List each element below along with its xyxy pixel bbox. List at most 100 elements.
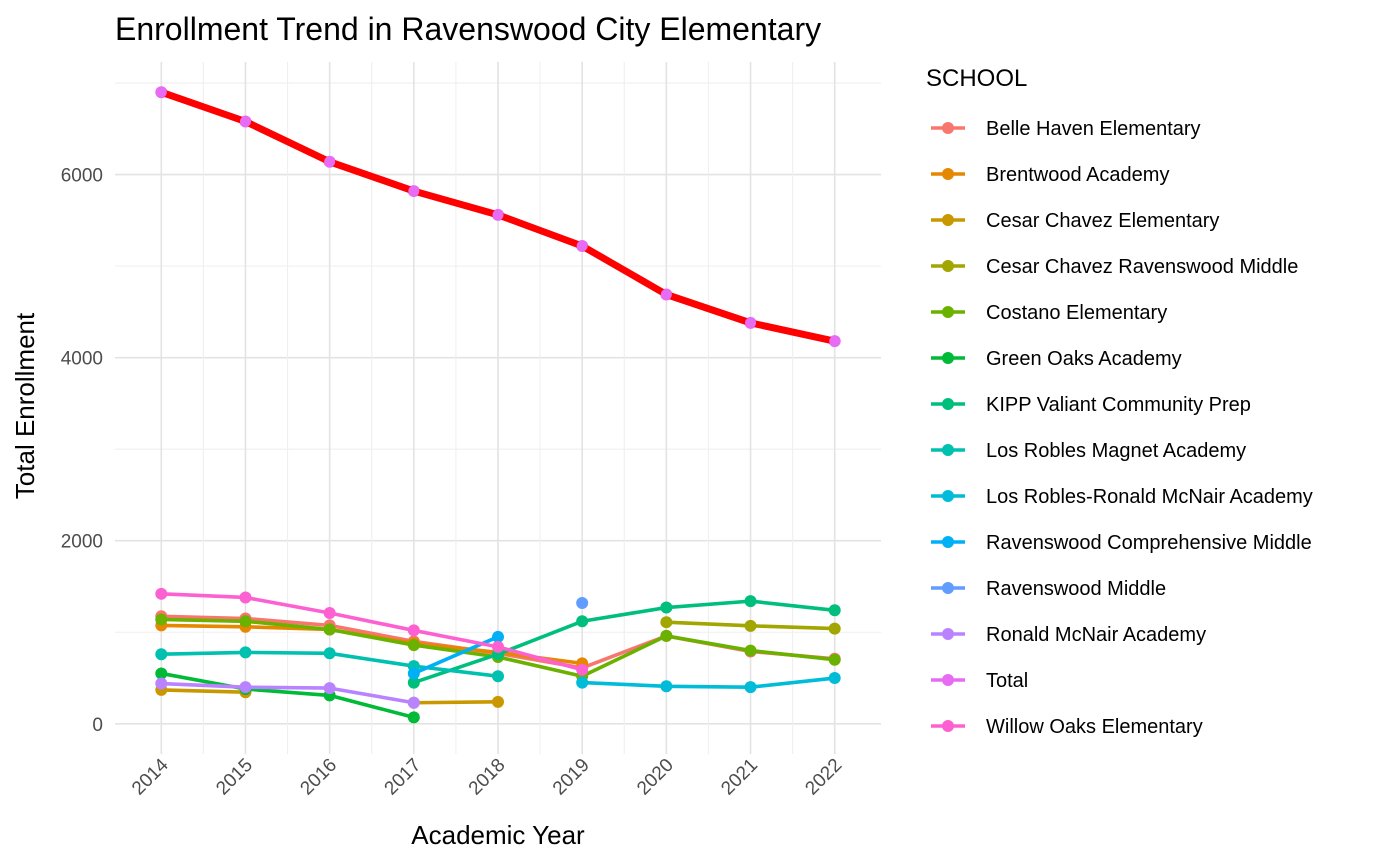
point-costano-elementary-2020	[660, 629, 673, 642]
y-tick-label-0: 0	[92, 715, 103, 736]
point-ronald-mcnair-academy-2014	[155, 677, 168, 690]
line-willow-oaks-elementary	[159, 592, 584, 672]
line-cesar-chavez-elementary	[159, 688, 248, 695]
y-axis-ticks: 0 2000 4000 6000	[61, 166, 103, 736]
legend-label-cesar-chavez-elementary: Cesar Chavez Elementary	[986, 210, 1219, 232]
x-tick-label-2022: 2022	[801, 755, 846, 800]
point-cesar-chavez-ravenswood-middle-2021	[744, 619, 757, 632]
point-kipp-valiant-community-prep-2022	[828, 604, 841, 617]
legend-key-point	[942, 260, 954, 272]
legend-item-total: Total	[931, 670, 1028, 692]
point-cesar-chavez-elementary-2018	[492, 695, 504, 708]
x-tick-label-2021: 2021	[717, 755, 762, 800]
total-highlight-point-2018	[492, 209, 504, 221]
point-costano-elementary-2014	[155, 613, 168, 626]
point-cesar-chavez-ravenswood-middle-2020	[660, 616, 673, 629]
series-willow-oaks-elementary	[155, 587, 589, 676]
line-green-oaks-academy	[159, 671, 416, 720]
point-ronald-mcnair-academy-2016	[323, 682, 336, 695]
point-ravenswood-comprehensive-middle-2018	[492, 630, 504, 643]
y-tick-label-2000: 2000	[61, 532, 103, 553]
legend-key-point	[942, 306, 954, 318]
line-ronald-mcnair-academy	[159, 681, 416, 705]
legend-label-ravenswood-middle: Ravenswood Middle	[986, 578, 1166, 600]
point-green-oaks-academy-2014	[155, 667, 168, 680]
point-willow-oaks-elementary-2015	[239, 591, 252, 604]
total-highlight-point-2015	[239, 115, 251, 127]
legend-label-ronald-mcnair-academy: Ronald McNair Academy	[986, 624, 1206, 646]
y-tick-label-6000: 6000	[61, 166, 103, 187]
x-axis-ticks: 2014 2015 2016 2017 2018 2019 2020 2021 2022	[128, 754, 846, 799]
legend-key-point	[942, 122, 954, 134]
point-los-robles-ronald-mcnair-academy-2020	[660, 680, 673, 693]
point-costano-elementary-2022	[828, 653, 841, 666]
line-los-robles-ronald-mcnair-academy	[580, 676, 837, 689]
legend-label-cesar-chavez-ravenswood-middle: Cesar Chavez Ravenswood Middle	[986, 256, 1298, 278]
legend-key-point	[942, 536, 954, 548]
point-los-robles-magnet-academy-2018	[492, 670, 504, 683]
point-cesar-chavez-ravenswood-middle-2022	[828, 622, 841, 635]
point-costano-elementary-2017	[407, 639, 420, 652]
point-kipp-valiant-community-prep-2021	[744, 595, 757, 608]
chart-title: Enrollment Trend in Ravenswood City Elem…	[115, 11, 821, 47]
y-tick-label-4000: 4000	[61, 349, 103, 370]
point-willow-oaks-elementary-2017	[407, 624, 420, 637]
series-los-robles-ronald-mcnair-academy	[576, 672, 841, 694]
legend-item-ravenswood-middle: Ravenswood Middle	[931, 578, 1166, 600]
legend-label-willow-oaks-elementary: Willow Oaks Elementary	[986, 716, 1203, 738]
x-tick-label-2015: 2015	[212, 755, 257, 800]
legend-label-kipp-valiant-community-prep: KIPP Valiant Community Prep	[986, 394, 1251, 416]
point-kipp-valiant-community-prep-2017	[407, 676, 420, 689]
legend-label-ravenswood-comprehensive-middle: Ravenswood Comprehensive Middle	[986, 532, 1312, 554]
legend-title: SCHOOL	[926, 65, 1027, 92]
total-highlight-point-2014	[155, 86, 167, 98]
point-costano-elementary-2016	[323, 623, 336, 636]
x-tick-label-2014: 2014	[128, 754, 173, 799]
total-highlight-point-2021	[745, 317, 757, 329]
legend-key-point	[942, 398, 954, 410]
legend-item-cesar-chavez-ravenswood-middle: Cesar Chavez Ravenswood Middle	[931, 256, 1298, 278]
line-kipp-valiant-community-prep	[412, 599, 837, 685]
point-los-robles-ronald-mcnair-academy-2019	[576, 676, 589, 689]
point-willow-oaks-elementary-2019	[576, 663, 589, 676]
point-willow-oaks-elementary-2016	[323, 607, 336, 620]
legend-item-brentwood-academy: Brentwood Academy	[931, 164, 1169, 186]
legend-item-belle-haven-elementary: Belle Haven Elementary	[931, 118, 1201, 140]
series-ronald-mcnair-academy	[155, 677, 420, 709]
legend-item-ronald-mcnair-academy: Ronald McNair Academy	[931, 624, 1206, 646]
point-ravenswood-middle-2019	[576, 596, 589, 609]
line-cesar-chavez-elementary	[412, 700, 500, 705]
legend: SCHOOL Belle Haven Elementary Brentwood A…	[926, 65, 1313, 738]
point-los-robles-magnet-academy-2014	[155, 648, 168, 661]
legend-key-point	[942, 444, 954, 456]
legend-label-los-robles-ronald-mcnair-academy: Los Robles-Ronald McNair Academy	[986, 486, 1313, 508]
legend-item-green-oaks-academy: Green Oaks Academy	[931, 348, 1182, 370]
point-willow-oaks-elementary-2014	[155, 587, 168, 600]
total-highlight-layer	[155, 86, 841, 347]
legend-key-point	[942, 490, 954, 502]
point-ronald-mcnair-academy-2015	[239, 681, 252, 694]
x-axis-title: Academic Year	[411, 820, 585, 850]
point-ronald-mcnair-academy-2017	[407, 696, 420, 709]
legend-key-point	[942, 628, 954, 640]
legend-label-belle-haven-elementary: Belle Haven Elementary	[986, 118, 1201, 140]
point-kipp-valiant-community-prep-2019	[576, 615, 589, 628]
series-cesar-chavez-ravenswood-middle	[660, 616, 841, 635]
legend-item-los-robles-magnet-academy: Los Robles Magnet Academy	[931, 440, 1246, 462]
point-los-robles-magnet-academy-2016	[323, 647, 336, 660]
point-costano-elementary-2015	[239, 615, 252, 628]
legend-item-kipp-valiant-community-prep: KIPP Valiant Community Prep	[931, 394, 1251, 416]
x-tick-label-2020: 2020	[633, 755, 678, 800]
legend-label-brentwood-academy: Brentwood Academy	[986, 164, 1169, 186]
series-ravenswood-middle	[576, 596, 589, 609]
point-los-robles-magnet-academy-2015	[239, 646, 252, 659]
legend-key-point	[942, 168, 954, 180]
point-costano-elementary-2021	[744, 644, 757, 657]
legend-item-los-robles-ronald-mcnair-academy: Los Robles-Ronald McNair Academy	[931, 486, 1313, 508]
total-highlight-point-2020	[660, 288, 672, 300]
y-axis-title: Total Enrollment	[10, 312, 40, 499]
point-green-oaks-academy-2017	[407, 711, 420, 724]
legend-key-point	[942, 720, 954, 732]
legend-item-ravenswood-comprehensive-middle: Ravenswood Comprehensive Middle	[931, 532, 1312, 554]
